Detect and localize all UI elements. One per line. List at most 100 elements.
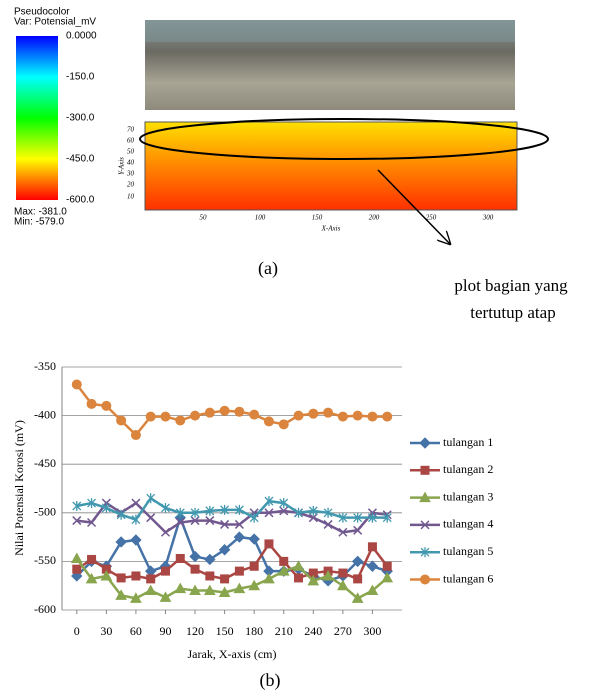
marker <box>323 519 333 529</box>
photo-detail <box>145 20 515 42</box>
marker <box>101 502 111 513</box>
min-label: Min: -579.0 <box>14 217 64 228</box>
series-line <box>76 496 388 522</box>
x-tick-label: 210 <box>275 624 293 638</box>
x-tick-label: 90 <box>159 624 171 638</box>
marker <box>353 574 363 584</box>
marker <box>146 513 156 523</box>
y-axis-title: Nilai Potensial Korosi (mV) <box>12 420 26 556</box>
marker <box>204 407 215 418</box>
marker <box>85 572 98 584</box>
series-line <box>76 541 389 581</box>
max-label: Max: -381.0 <box>14 207 67 218</box>
marker <box>190 507 200 518</box>
legend-marker <box>420 547 430 558</box>
marker <box>161 502 170 513</box>
marker <box>351 592 364 603</box>
annotation: plot bagian yang <box>454 276 568 295</box>
marker <box>292 560 305 571</box>
marker <box>337 411 348 422</box>
heatmap-y-tick: 60 <box>127 137 135 145</box>
marker <box>175 517 185 528</box>
marker <box>338 512 348 523</box>
marker <box>87 498 97 509</box>
legend-marker <box>420 465 430 475</box>
legend-label: tulangan 5 <box>443 544 493 558</box>
x-tick-label: 120 <box>186 624 204 638</box>
x-tick-label: 270 <box>334 624 352 638</box>
marker <box>279 556 289 566</box>
legend-marker <box>420 520 430 530</box>
heatmap-x-tick: 100 <box>255 214 266 222</box>
marker <box>87 517 97 528</box>
marker <box>264 539 274 549</box>
marker <box>382 411 393 422</box>
colorbar-title: Pseudocolor <box>14 7 70 18</box>
y-tick-label: -500 <box>34 505 56 519</box>
marker <box>204 553 216 566</box>
marker <box>219 405 230 416</box>
y-tick-label: -350 <box>34 359 56 373</box>
marker <box>190 410 201 421</box>
marker <box>248 579 261 591</box>
marker <box>159 591 172 602</box>
marker <box>322 569 334 581</box>
marker <box>367 411 378 422</box>
marker <box>382 561 392 571</box>
x-tick-label: 60 <box>130 624 142 638</box>
marker <box>381 571 394 583</box>
marker <box>160 566 170 576</box>
marker <box>130 592 142 603</box>
marker <box>220 504 230 515</box>
x-tick-label: 300 <box>363 624 381 638</box>
marker <box>116 415 127 426</box>
marker <box>71 379 82 390</box>
marker <box>382 512 392 523</box>
marker <box>233 531 246 543</box>
marker <box>277 565 290 576</box>
marker <box>115 536 127 548</box>
legend-label: tulangan 4 <box>443 517 493 531</box>
marker <box>249 512 259 523</box>
heatmap-x-tick: 300 <box>482 214 494 222</box>
marker <box>351 555 364 568</box>
marker <box>218 586 231 598</box>
heatmap-y-tick: 30 <box>126 170 135 178</box>
x-axis-title: Jarak, X-axis (cm) <box>188 647 277 661</box>
marker <box>87 554 97 564</box>
marker <box>366 584 379 596</box>
marker <box>278 419 289 430</box>
heatmap-y-tick: 10 <box>127 193 135 201</box>
marker <box>264 496 274 507</box>
caption: (b) <box>260 670 281 691</box>
marker <box>338 568 348 578</box>
x-tick-label: 0 <box>74 624 80 638</box>
marker <box>144 584 157 596</box>
marker <box>249 409 260 420</box>
marker <box>248 533 260 545</box>
heatmap-y-tick: 70 <box>127 126 135 134</box>
marker <box>190 564 200 574</box>
marker <box>72 516 82 526</box>
colorbar-tick: -150.0 <box>66 72 95 83</box>
marker <box>263 572 275 584</box>
series-line <box>75 383 388 437</box>
marker <box>353 525 363 535</box>
legend-label: tulangan 2 <box>443 462 493 476</box>
arrow <box>377 169 450 244</box>
marker <box>175 415 186 426</box>
marker <box>131 498 141 508</box>
marker <box>234 406 245 417</box>
marker <box>294 573 304 583</box>
marker <box>279 498 289 509</box>
marker <box>323 407 334 418</box>
marker <box>220 574 230 584</box>
series-line <box>76 501 388 534</box>
marker <box>218 544 231 556</box>
marker <box>130 534 142 546</box>
marker <box>100 569 113 581</box>
marker <box>160 527 171 537</box>
marker <box>337 579 349 591</box>
marker <box>323 507 333 518</box>
